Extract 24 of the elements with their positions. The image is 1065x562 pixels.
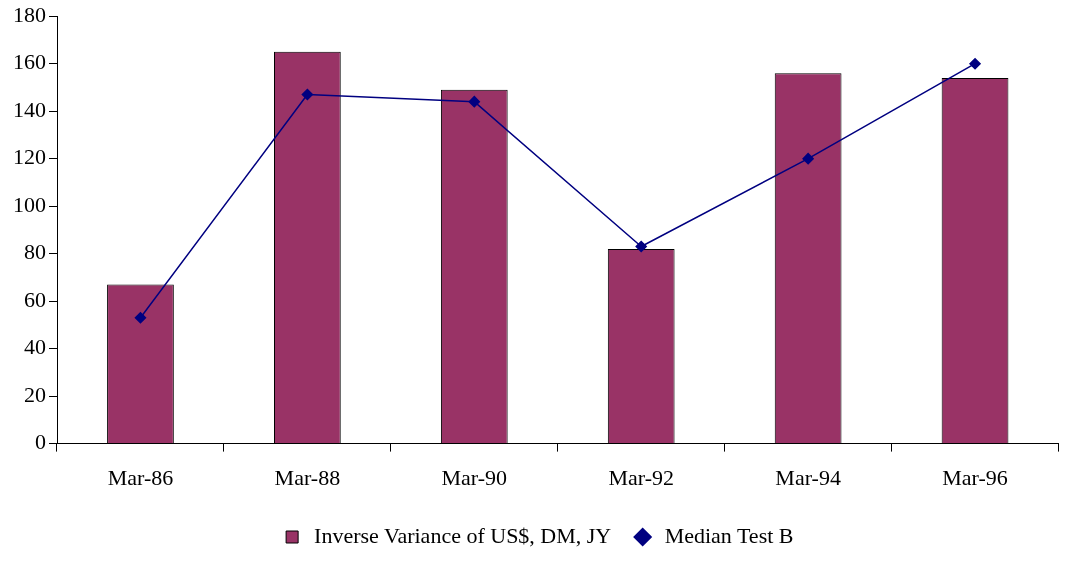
y-tick-label: 180 [13, 1, 46, 27]
x-tick-label: Mar-90 [441, 464, 508, 490]
point [969, 57, 981, 70]
point [301, 88, 314, 101]
point [635, 240, 647, 253]
point [134, 312, 147, 324]
x-tick-label: Mar-86 [107, 464, 174, 490]
y-tick-label: 100 [13, 191, 46, 217]
x-tick-label: Mar-92 [608, 464, 674, 490]
y-tick-label: 140 [13, 96, 46, 122]
y-tick-label: 20 [24, 381, 46, 407]
y-tick-label: 160 [13, 49, 46, 75]
y-tick-label: 80 [24, 239, 46, 265]
x-tick-label: Mar-94 [775, 464, 841, 490]
y-tick-label: 40 [24, 334, 46, 360]
x-tick-label: Mar-88 [274, 464, 341, 490]
x-tick-label: Mar-96 [942, 464, 1008, 490]
point [802, 152, 814, 165]
point [468, 95, 481, 108]
y-tick-label: 60 [24, 286, 46, 312]
legend-label: Median Test B [664, 522, 794, 548]
y-tick-label: 120 [13, 144, 46, 170]
legend-label: Inverse Variance of US$, DM, JY [314, 522, 612, 548]
y-tick-label: 0 [35, 429, 46, 455]
